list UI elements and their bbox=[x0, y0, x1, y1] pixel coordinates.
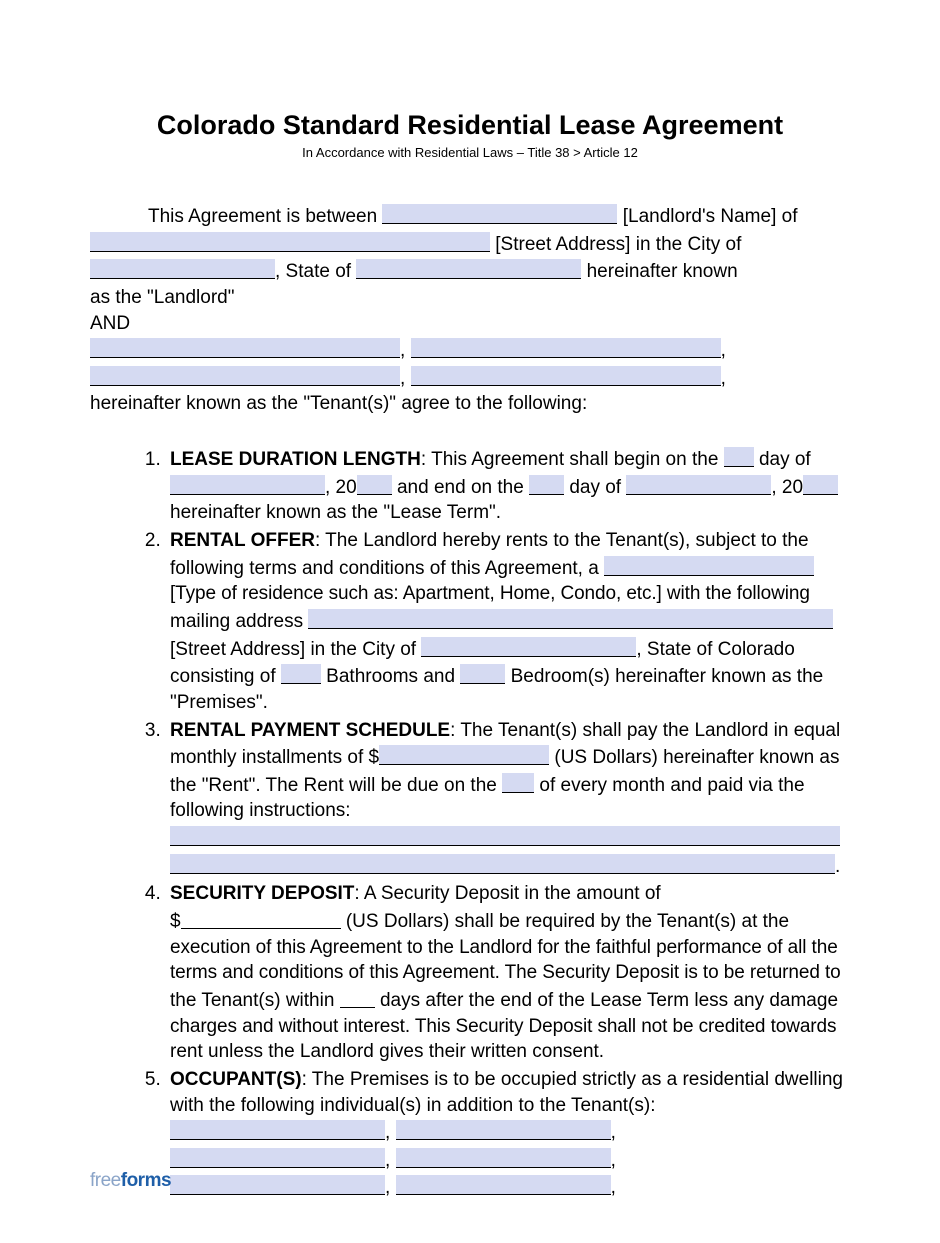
item-text: days after the end of the Lease Term les… bbox=[375, 990, 838, 1011]
item-text: with the following individual(s) in addi… bbox=[170, 1095, 655, 1116]
item-text: charges and without interest. This Secur… bbox=[170, 1016, 836, 1037]
document-title: Colorado Standard Residential Lease Agre… bbox=[90, 110, 850, 141]
item-text: (US Dollars) shall be required by the Te… bbox=[341, 911, 789, 932]
occupant-field-1[interactable] bbox=[170, 1120, 385, 1140]
item-text: [Street Address] in the City of bbox=[170, 639, 421, 660]
occupant-field-5[interactable] bbox=[170, 1175, 385, 1195]
item-text: monthly installments of $ bbox=[170, 747, 379, 768]
instructions-field-1[interactable] bbox=[170, 826, 840, 846]
item-text: execution of this Agreement to the Landl… bbox=[170, 937, 838, 958]
intro-text: as the "Landlord" bbox=[90, 287, 234, 308]
street-address-field[interactable] bbox=[90, 232, 490, 252]
item-text: hereinafter known as the "Lease Term". bbox=[170, 502, 501, 523]
bedrooms-field[interactable] bbox=[460, 664, 505, 684]
occupant-field-2[interactable] bbox=[396, 1120, 611, 1140]
item-text: following terms and conditions of this A… bbox=[170, 558, 604, 579]
year-field-2[interactable] bbox=[803, 475, 838, 495]
item-text: Bedroom(s) hereinafter known as the bbox=[505, 666, 823, 687]
tenant-field-4[interactable] bbox=[411, 366, 721, 386]
intro-text: , State of bbox=[275, 261, 356, 282]
item-title: LEASE DURATION LENGTH bbox=[170, 449, 421, 470]
item-text: , 20 bbox=[325, 477, 357, 498]
year-field[interactable] bbox=[357, 475, 392, 495]
freeforms-logo: freeforms bbox=[90, 1170, 171, 1192]
item-text: , State of Colorado bbox=[636, 639, 794, 660]
due-day-field[interactable] bbox=[502, 773, 534, 793]
logo-part-1: free bbox=[90, 1170, 121, 1191]
state-field[interactable] bbox=[356, 259, 581, 279]
item-text: (US Dollars) hereinafter known as bbox=[549, 747, 839, 768]
instructions-field-2[interactable] bbox=[170, 854, 835, 874]
item-text: Bathrooms and bbox=[321, 666, 460, 687]
terms-list: LEASE DURATION LENGTH: This Agreement sh… bbox=[90, 445, 850, 1201]
city-field-2[interactable] bbox=[421, 637, 636, 657]
occupant-field-6[interactable] bbox=[396, 1175, 611, 1195]
list-item-rental-offer: RENTAL OFFER: The Landlord hereby rents … bbox=[166, 528, 850, 715]
document-subtitle: In Accordance with Residential Laws – Ti… bbox=[90, 145, 850, 160]
item-text: consisting of bbox=[170, 666, 281, 687]
item-text: following instructions: bbox=[170, 800, 351, 821]
month-field[interactable] bbox=[170, 475, 325, 495]
intro-text: [Landlord's Name] of bbox=[617, 206, 797, 227]
intro-text: hereinafter known bbox=[581, 261, 737, 282]
item-text: : The Landlord hereby rents to the Tenan… bbox=[315, 530, 809, 551]
intro-text: AND bbox=[90, 313, 130, 334]
item-title: RENTAL PAYMENT SCHEDULE bbox=[170, 720, 450, 741]
intro-text: This Agreement is between bbox=[148, 206, 382, 227]
item-text: day of bbox=[564, 477, 626, 498]
day-field[interactable] bbox=[724, 447, 754, 467]
intro-text: hereinafter known as the "Tenant(s)" agr… bbox=[90, 393, 587, 414]
item-text: and end on the bbox=[392, 477, 529, 498]
occupant-field-4[interactable] bbox=[396, 1148, 611, 1168]
return-days-field[interactable] bbox=[340, 988, 375, 1008]
intro-paragraph: This Agreement is between [Landlord's Na… bbox=[90, 202, 850, 417]
item-text: "Premises". bbox=[170, 692, 268, 713]
item-title: SECURITY DEPOSIT bbox=[170, 883, 354, 904]
city-field[interactable] bbox=[90, 259, 275, 279]
month-field-2[interactable] bbox=[626, 475, 771, 495]
list-item-lease-duration: LEASE DURATION LENGTH: This Agreement sh… bbox=[166, 445, 850, 526]
mailing-address-field[interactable] bbox=[308, 609, 833, 629]
item-text: [Type of residence such as: Apartment, H… bbox=[170, 583, 810, 604]
tenant-field-3[interactable] bbox=[90, 366, 400, 386]
item-text: of every month and paid via the bbox=[534, 775, 804, 796]
item-text: : A Security Deposit in the amount of bbox=[354, 883, 660, 904]
day-field-2[interactable] bbox=[529, 475, 564, 495]
item-text: day of bbox=[754, 449, 811, 470]
landlord-name-field[interactable] bbox=[382, 204, 617, 224]
item-text: terms and conditions of this Agreement. … bbox=[170, 962, 841, 983]
bathrooms-field[interactable] bbox=[281, 664, 321, 684]
item-title: OCCUPANT(S) bbox=[170, 1069, 302, 1090]
logo-part-2: forms bbox=[121, 1170, 171, 1191]
item-text: rent unless the Landlord gives their wri… bbox=[170, 1041, 604, 1062]
document-page: Colorado Standard Residential Lease Agre… bbox=[0, 0, 940, 1243]
list-item-security-deposit: SECURITY DEPOSIT: A Security Deposit in … bbox=[166, 881, 850, 1064]
rent-amount-field[interactable] bbox=[379, 745, 549, 765]
occupant-field-3[interactable] bbox=[170, 1148, 385, 1168]
tenant-field-1[interactable] bbox=[90, 338, 400, 358]
deposit-amount-field[interactable] bbox=[181, 909, 341, 929]
item-text: the Tenant(s) within bbox=[170, 990, 340, 1011]
item-text: $ bbox=[170, 911, 181, 932]
item-text: : The Tenant(s) shall pay the Landlord i… bbox=[450, 720, 840, 741]
item-text: : The Premises is to be occupied strictl… bbox=[302, 1069, 843, 1090]
intro-text: [Street Address] in the City of bbox=[490, 234, 741, 255]
item-text: the "Rent". The Rent will be due on the bbox=[170, 775, 502, 796]
list-item-payment-schedule: RENTAL PAYMENT SCHEDULE: The Tenant(s) s… bbox=[166, 718, 850, 880]
tenant-field-2[interactable] bbox=[411, 338, 721, 358]
item-text: : This Agreement shall begin on the bbox=[421, 449, 724, 470]
item-text: mailing address bbox=[170, 611, 308, 632]
list-item-occupants: OCCUPANT(S): The Premises is to be occup… bbox=[166, 1067, 850, 1201]
item-title: RENTAL OFFER bbox=[170, 530, 315, 551]
item-text: , 20 bbox=[771, 477, 803, 498]
residence-type-field[interactable] bbox=[604, 556, 814, 576]
